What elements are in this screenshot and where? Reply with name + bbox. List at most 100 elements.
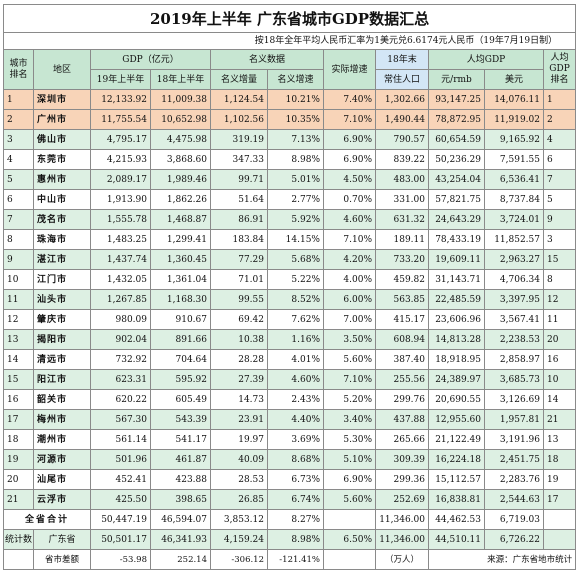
cell-nominal-growth: 8.52% [267, 289, 324, 310]
stat-label: 统计数 [3, 529, 34, 550]
cell-gdp-19h1: 732.92 [90, 349, 151, 370]
cell-population: 790.57 [375, 129, 429, 150]
cell-per-capita-rank: 13 [542, 429, 577, 450]
cell-city: 广州市 [33, 109, 91, 130]
cell-per-capita-rank: 6 [542, 149, 577, 170]
cell-per-capita-rmb: 24,389.97 [428, 369, 485, 390]
page-title: 2019年上半年 广东省城市GDP数据汇总 [2, 4, 577, 33]
cell-rank: 2 [3, 109, 34, 130]
cell-population: 459.82 [375, 269, 429, 290]
cell-city: 湛江市 [33, 249, 91, 270]
cell-population: 252.69 [375, 489, 429, 510]
cell-per-capita-rank: 19 [542, 469, 577, 490]
cell-gdp-18h1: 910.67 [150, 309, 211, 330]
table-row: 8 珠海市 1,483.25 1,299.41 183.84 14.15% 7.10% 189… [3, 229, 577, 250]
cell-per-capita-usd: 3,126.69 [484, 389, 544, 410]
city-rows: 1 深圳市 12,133.92 11,009.38 1,124.54 10.21% 7.40… [3, 89, 577, 510]
cell-population: 299.36 [375, 469, 429, 490]
cell-per-capita-rmb: 14,813.28 [428, 329, 485, 350]
cell-gdp-19h1: 501.96 [90, 449, 151, 470]
cell-gdp-18h1: 704.64 [150, 349, 211, 370]
cell-per-capita-rank: 4 [542, 129, 577, 150]
cell-nominal-growth: 4.01% [267, 349, 324, 370]
cell-gdp-19h1: 1,913.90 [90, 189, 151, 210]
cell-rank: 19 [3, 449, 34, 470]
table-row: 21 云浮市 425.50 398.65 26.85 6.74% 5.60% 252.69 16… [3, 489, 577, 510]
cell-population: 189.11 [375, 229, 429, 250]
cell-population: 387.40 [375, 349, 429, 370]
cell-population: 331.00 [375, 189, 429, 210]
cell-population: 839.22 [375, 149, 429, 170]
cell-per-capita-usd: 9,165.92 [484, 129, 544, 150]
cell-nominal-growth: 7.13% [267, 129, 324, 150]
cell-gdp-18h1: 1,989.46 [150, 169, 211, 190]
table-row: 6 中山市 1,913.90 1,862.26 51.64 2.77% 0.70% 331.0… [3, 189, 577, 210]
cell-nominal-increase: 23.91 [210, 409, 268, 430]
cell-gdp-19h1: 2,089.17 [90, 169, 151, 190]
cell-nominal-increase: 71.01 [210, 269, 268, 290]
stat-per-capita-usd: 6,726.22 [484, 529, 544, 550]
cell-nominal-increase: 40.09 [210, 449, 268, 470]
table-row: 1 深圳市 12,133.92 11,009.38 1,124.54 10.21% 7.40… [3, 89, 577, 110]
cell-per-capita-usd: 3,567.41 [484, 309, 544, 330]
cell-gdp-19h1: 452.41 [90, 469, 151, 490]
cell-per-capita-usd: 2,858.97 [484, 349, 544, 370]
cell-per-capita-rmb: 43,254.04 [428, 169, 485, 190]
diff-gdp-19h1: -53.98 [90, 549, 151, 570]
cell-population: 265.66 [375, 429, 429, 450]
cell-per-capita-rank: 2 [542, 109, 577, 130]
cell-gdp-18h1: 543.39 [150, 409, 211, 430]
cell-gdp-19h1: 11,755.54 [90, 109, 151, 130]
cell-rank: 14 [3, 349, 34, 370]
cell-city: 珠海市 [33, 229, 91, 250]
cell-city: 潮州市 [33, 429, 91, 450]
cell-per-capita-rank: 8 [542, 269, 577, 290]
cell-per-capita-usd: 2,283.76 [484, 469, 544, 490]
cell-rank: 7 [3, 209, 34, 230]
cell-gdp-19h1: 980.09 [90, 309, 151, 330]
cell-real-growth: 6.90% [323, 129, 376, 150]
cell-rank: 5 [3, 169, 34, 190]
stat-population: 11,346.00 [375, 529, 429, 550]
cell-population: 415.17 [375, 309, 429, 330]
cell-rank: 3 [3, 129, 34, 150]
cell-per-capita-usd: 2,963.27 [484, 249, 544, 270]
cell-gdp-19h1: 425.50 [90, 489, 151, 510]
cell-real-growth: 5.60% [323, 489, 376, 510]
cell-nominal-increase: 28.28 [210, 349, 268, 370]
cell-rank: 8 [3, 229, 34, 250]
cell-per-capita-usd: 1,957.81 [484, 409, 544, 430]
cell-gdp-19h1: 1,267.85 [90, 289, 151, 310]
header-per-capita-rmb: 元/rmb [428, 69, 485, 90]
diff-real-growth [323, 549, 376, 570]
cell-gdp-18h1: 398.65 [150, 489, 211, 510]
cell-per-capita-rank: 7 [542, 169, 577, 190]
cell-per-capita-usd: 3,191.96 [484, 429, 544, 450]
cell-city: 惠州市 [33, 169, 91, 190]
cell-per-capita-usd: 4,706.34 [484, 269, 544, 290]
cell-population: 1,490.44 [375, 109, 429, 130]
table-row: 10 江门市 1,432.05 1,361.04 71.01 5.22% 4.00% 459.… [3, 269, 577, 290]
table-row: 15 阳江市 623.31 595.92 27.39 4.60% 7.10% 255.56 24… [3, 369, 577, 390]
header-rank: 城市排名 [3, 49, 34, 90]
stat-gdp-18h1: 46,341.93 [150, 529, 211, 550]
cell-gdp-18h1: 891.66 [150, 329, 211, 350]
cell-population: 631.32 [375, 209, 429, 230]
cell-rank: 20 [3, 469, 34, 490]
header-region: 地区 [33, 49, 91, 90]
cell-gdp-18h1: 3,868.60 [150, 149, 211, 170]
table-row: 7 茂名市 1,555.78 1,468.87 86.91 5.92% 4.60% 631.3… [3, 209, 577, 230]
header-nominal-growth: 名义增速 [267, 69, 324, 90]
table-row: 11 汕头市 1,267.85 1,168.30 99.55 8.52% 6.00% 563.… [3, 289, 577, 310]
cell-gdp-19h1: 1,437.74 [90, 249, 151, 270]
table-row: 12 肇庆市 980.09 910.67 69.42 7.62% 7.00% 415.17 23… [3, 309, 577, 330]
cell-nominal-growth: 5.22% [267, 269, 324, 290]
stat-nominal-growth: 8.98% [267, 529, 324, 550]
cell-real-growth: 6.00% [323, 289, 376, 310]
cell-per-capita-rmb: 24,643.29 [428, 209, 485, 230]
cell-per-capita-rmb: 20,690.55 [428, 389, 485, 410]
cell-real-growth: 6.90% [323, 469, 376, 490]
cell-per-capita-rmb: 19,609.11 [428, 249, 485, 270]
cell-per-capita-rank: 15 [542, 249, 577, 270]
total-gdp-19h1: 50,447.19 [90, 509, 151, 530]
